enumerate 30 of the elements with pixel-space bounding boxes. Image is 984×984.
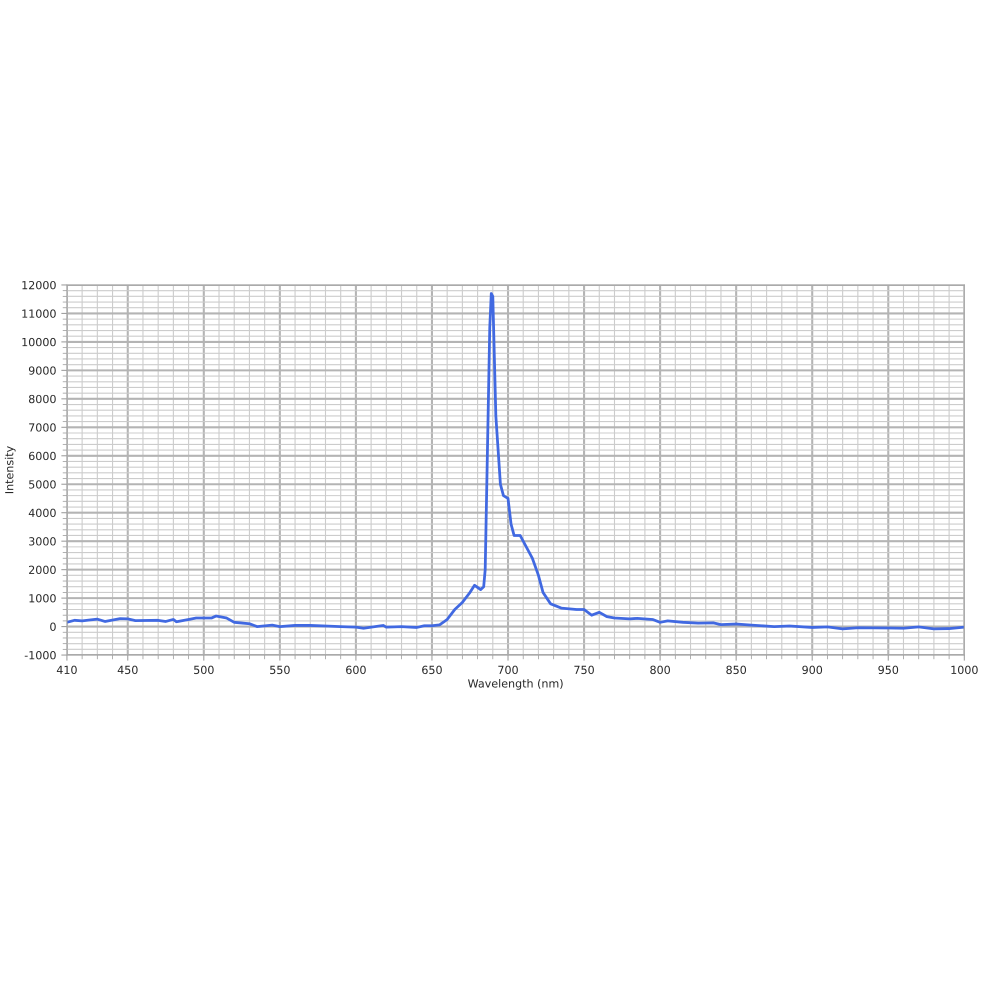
y-tick-label: -1000: [24, 651, 56, 660]
y-tick-label: 2000: [29, 566, 56, 574]
x-tick-label: 750: [574, 666, 594, 674]
x-tick-label: 950: [878, 666, 898, 674]
y-tick-label: 6000: [28, 452, 56, 460]
line-series: [66, 292, 964, 630]
x-axis-title: Wavelength (nm): [468, 678, 563, 690]
y-tick-label: 7000: [29, 423, 56, 432]
x-tick-label: 550: [270, 666, 290, 674]
y-tick-label: 4000: [28, 508, 56, 518]
x-tick-label: 850: [726, 666, 746, 674]
x-tick-label: 600: [346, 666, 366, 674]
x-tick-label: 1000: [951, 666, 978, 674]
y-tick-label: 8000: [28, 394, 56, 404]
y-tick-label: 9000: [28, 366, 56, 375]
x-tick-label: 500: [194, 666, 214, 674]
y-tick-label: 10000: [22, 338, 56, 346]
y-tick-label: 11000: [22, 309, 56, 318]
y-axis-title: Intensity: [4, 446, 16, 494]
x-tick-label: 900: [802, 666, 822, 674]
y-tick-label: 3000: [29, 537, 56, 546]
y-tick-label: 5000: [29, 480, 56, 489]
x-tick-label: 410: [56, 666, 77, 674]
y-tick-label: 0: [50, 622, 56, 631]
x-tick-label: 650: [422, 666, 442, 674]
x-tick-label: 700: [498, 666, 518, 674]
x-tick-label: 450: [118, 666, 138, 674]
y-tick-label: 12000: [22, 280, 56, 290]
y-tick-label: 1000: [29, 594, 56, 602]
x-tick-label: 800: [650, 666, 670, 674]
